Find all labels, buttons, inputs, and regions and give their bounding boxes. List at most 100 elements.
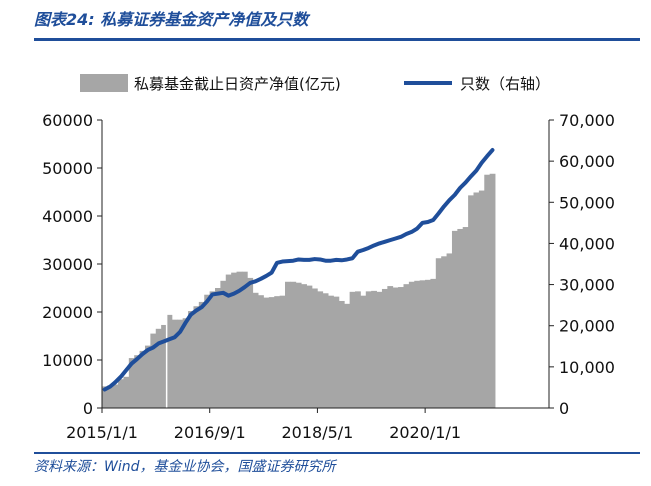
bar-2016-02 bbox=[171, 319, 178, 408]
bar-2017-03 bbox=[241, 271, 248, 408]
bar-2019-06 bbox=[387, 286, 394, 408]
bar-2021-01 bbox=[489, 173, 496, 408]
bar-2020-02 bbox=[430, 278, 437, 408]
bar-2020-12 bbox=[484, 174, 491, 408]
bar-2017-12 bbox=[290, 281, 297, 408]
x-tick-label: 2018/5/1 bbox=[281, 423, 353, 442]
bar-2017-10 bbox=[279, 295, 286, 408]
x-tick-label: 2015/1/1 bbox=[66, 423, 138, 442]
bar-2019-09 bbox=[403, 284, 410, 408]
chart-axes: 0 10000 20000 30000 40000 50000 60000 0 10,000 20… bbox=[42, 111, 615, 442]
left-tick-label: 10000 bbox=[42, 351, 93, 370]
bar-2019-07 bbox=[392, 287, 399, 408]
bar-2020-05 bbox=[446, 253, 453, 408]
bar-2016-12 bbox=[225, 274, 232, 408]
right-tick-label: 20,000 bbox=[559, 317, 615, 336]
bar-2015-11 bbox=[155, 328, 162, 408]
source-rule bbox=[34, 452, 640, 454]
bar-2020-09 bbox=[468, 195, 474, 408]
bar-2016-10 bbox=[215, 288, 221, 408]
bar-2019-08 bbox=[398, 287, 404, 408]
bar-2018-01 bbox=[295, 282, 302, 408]
x-tick-label: 2020/1/1 bbox=[389, 423, 461, 442]
bar-2015-03 bbox=[112, 384, 119, 408]
line-series-count bbox=[102, 148, 495, 392]
legend-swatch-net-assets bbox=[80, 74, 128, 92]
right-tick-label: 40,000 bbox=[559, 234, 615, 253]
count-line bbox=[102, 148, 495, 392]
bar-2015-06 bbox=[128, 358, 135, 408]
legend-label-count: 只数（右轴） bbox=[460, 75, 550, 93]
bar-2018-12 bbox=[355, 291, 361, 408]
bar-2019-11 bbox=[414, 280, 421, 408]
bar-2015-04 bbox=[118, 379, 124, 408]
right-tick-label: 10,000 bbox=[559, 358, 615, 377]
bar-2020-08 bbox=[462, 227, 469, 408]
right-tick-label: 50,000 bbox=[559, 193, 615, 212]
bar-2016-06 bbox=[193, 306, 200, 408]
bar-2016-09 bbox=[209, 291, 216, 408]
bar-2015-07 bbox=[134, 355, 140, 408]
bar-2017-08 bbox=[268, 297, 275, 408]
bar-2017-11 bbox=[285, 281, 291, 408]
bar-2015-02 bbox=[107, 385, 114, 408]
x-tick-label: 2016/9/1 bbox=[174, 423, 246, 442]
bar-2019-05 bbox=[381, 288, 388, 408]
bar-2018-03 bbox=[306, 285, 313, 408]
bar-2020-04 bbox=[441, 256, 447, 408]
title-rule bbox=[34, 38, 640, 41]
bar-2018-07 bbox=[328, 295, 334, 408]
bar-2020-03 bbox=[435, 258, 442, 408]
bar-2019-01 bbox=[360, 295, 367, 408]
left-tick-label: 50000 bbox=[42, 159, 93, 178]
right-tick-label: 70,000 bbox=[559, 111, 615, 130]
bar-2019-12 bbox=[419, 280, 426, 408]
bar-2015-12 bbox=[161, 324, 167, 408]
bar-2015-09 bbox=[144, 345, 151, 408]
bar-2017-05 bbox=[252, 292, 259, 408]
bar-2019-03 bbox=[371, 290, 377, 408]
right-tick-label: 30,000 bbox=[559, 276, 615, 295]
bar-2016-03 bbox=[177, 319, 184, 408]
bar-2016-11 bbox=[220, 280, 227, 408]
bar-2018-10 bbox=[344, 303, 351, 408]
bar-2018-06 bbox=[322, 293, 329, 408]
bar-2020-06 bbox=[451, 230, 458, 408]
bar-2019-04 bbox=[376, 291, 383, 408]
left-tick-label: 40000 bbox=[42, 207, 93, 226]
figure-title: 图表24: 私募证券基金资产净值及只数 bbox=[34, 10, 309, 29]
bar-2015-10 bbox=[150, 333, 157, 408]
bar-series-net-assets bbox=[101, 173, 496, 408]
legend-label-net-assets: 私募基金截止日资产净值(亿元) bbox=[134, 75, 341, 93]
bar-2015-01 bbox=[101, 386, 108, 408]
bar-2020-07 bbox=[457, 228, 464, 408]
bar-2016-01 bbox=[166, 314, 173, 408]
left-tick-label: 60000 bbox=[42, 111, 93, 130]
bar-2017-07 bbox=[263, 297, 270, 408]
bar-2018-04 bbox=[311, 288, 318, 408]
bar-2016-08 bbox=[204, 294, 211, 408]
bar-2017-06 bbox=[258, 295, 264, 408]
bar-2015-05 bbox=[123, 376, 130, 408]
left-tick-label: 30000 bbox=[42, 255, 93, 274]
bar-2019-10 bbox=[408, 281, 415, 408]
bar-2015-08 bbox=[139, 350, 146, 408]
right-tick-label: 0 bbox=[559, 399, 569, 418]
bar-2020-01 bbox=[425, 279, 431, 408]
bar-2018-02 bbox=[301, 284, 307, 408]
bar-2018-09 bbox=[338, 300, 345, 408]
left-tick-label: 0 bbox=[83, 399, 93, 418]
bar-2018-08 bbox=[333, 296, 340, 408]
bar-2017-01 bbox=[231, 272, 237, 408]
bar-2017-09 bbox=[274, 296, 281, 408]
bar-2017-02 bbox=[236, 271, 243, 408]
chart-legend: 私募基金截止日资产净值(亿元) 只数（右轴） bbox=[80, 74, 550, 93]
bar-2018-11 bbox=[349, 291, 356, 408]
left-tick-label: 20000 bbox=[42, 303, 93, 322]
bar-2020-11 bbox=[478, 190, 485, 408]
source-note: 资料来源：Wind，基金业协会，国盛证券研究所 bbox=[34, 459, 336, 475]
right-tick-label: 60,000 bbox=[559, 152, 615, 171]
bar-2020-10 bbox=[473, 192, 480, 408]
chart-area: 私募基金截止日资产净值(亿元) 只数（右轴） 0 10000 20000 30000 4… bbox=[42, 74, 615, 442]
bar-2019-02 bbox=[365, 291, 372, 408]
